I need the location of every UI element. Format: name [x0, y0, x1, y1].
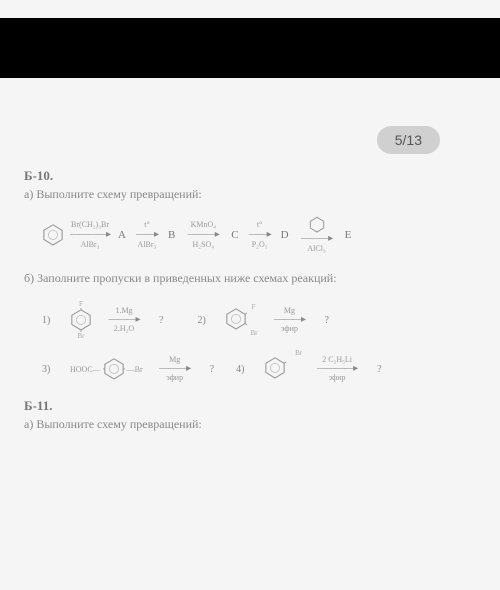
reagent-bot: H₂SO₄: [193, 241, 215, 249]
arrow-icon: ————▸: [70, 230, 110, 240]
arrow-step-2: t° ——▸ AlBr₃: [130, 221, 164, 249]
compound-A: A: [116, 229, 128, 241]
benzene-icon: [70, 308, 92, 332]
top-black-bar: [0, 18, 500, 78]
arrow-icon: ———▸: [301, 234, 332, 244]
reaction-row-3-4: 3) HOOC— —Br Mg ———▸ эфир ? 4): [42, 356, 476, 382]
benzene-icon: [42, 223, 64, 247]
reagent-bot: AlBr₃: [81, 241, 100, 249]
arrow-step-3: KMnO₄ ———▸ H₂SO₄: [179, 221, 227, 249]
arrow-reaction-3: Mg ———▸ эфир: [157, 356, 193, 382]
question-mark: ?: [207, 364, 214, 375]
reaction-number: 1): [42, 315, 56, 326]
compound-C: C: [229, 229, 240, 241]
substituent-Br: Br: [295, 349, 302, 357]
reaction-number: 3): [42, 364, 56, 375]
page-indicator-pill: 5/13: [377, 126, 440, 154]
reagent-bot: эфир: [166, 374, 183, 382]
arrow-reaction-4: 2 C₂H₅Li ————▸ эфир: [314, 356, 360, 382]
substituent-F: F: [79, 300, 83, 308]
problem-b11-number: Б-11.: [24, 398, 476, 414]
problem-b10-number: Б-10.: [24, 168, 476, 184]
reagent-bot: эфир: [329, 374, 346, 382]
problem-b10-task-a: а) Выполните схему превращений:: [24, 187, 476, 202]
compound-B: B: [166, 229, 177, 241]
reagent-bot: эфир: [281, 325, 298, 333]
arrow-icon: ——▸: [136, 230, 158, 240]
arrow-step-4: t° ——▸ P₂O₅: [243, 221, 277, 249]
reagent-top: Br(CH₂)₃Br: [71, 221, 109, 229]
substituent-Br: Br: [250, 329, 257, 337]
substituent-Br: Br: [78, 332, 85, 340]
page-indicator-text: 5/13: [395, 132, 422, 148]
arrow-step-1: Br(CH₂)₃Br ————▸ AlBr₃: [66, 221, 114, 249]
problem-b10-task-b: б) Заполните пропуски в приведенных ниже…: [24, 271, 476, 286]
transformation-scheme-a: Br(CH₂)₃Br ————▸ AlBr₃ A t° ——▸ AlBr₃ B …: [42, 216, 476, 253]
reaction-row-1-2: 1) F Br 1.Mg ———▸ 2.H₂O ? 2): [42, 300, 476, 340]
molecule-1: F Br: [70, 300, 92, 340]
arrow-icon: ———▸: [188, 230, 219, 240]
compound-D: D: [279, 229, 291, 241]
reagent-bot: 2.H₂O: [114, 325, 134, 333]
problem-b11: Б-11. а) Выполните схему превращений:: [24, 398, 476, 432]
compound-E: E: [343, 229, 354, 241]
reaction-number: 4): [236, 364, 250, 375]
molecule-4: Br: [264, 356, 286, 382]
reagent-top: t°: [257, 221, 262, 229]
benzene-icon: [225, 307, 247, 331]
molecule-2: F Br: [225, 307, 247, 333]
arrow-icon: ——▸: [249, 230, 271, 240]
reagent-bot: AlCl₃: [307, 245, 325, 253]
substituent-Br: —Br: [127, 365, 143, 374]
reaction-schemes-b: 1) F Br 1.Mg ———▸ 2.H₂O ? 2): [42, 300, 476, 382]
substituent-HOOC: HOOC—: [70, 365, 101, 374]
arrow-reaction-1: 1.Mg ———▸ 2.H₂O: [106, 307, 142, 333]
reaction-number: 2): [197, 315, 211, 326]
benzene-icon: [103, 357, 125, 381]
problem-b11-task-a: а) Выполните схему превращений:: [24, 417, 476, 432]
reagent-bot: AlBr₃: [138, 241, 157, 249]
benzene-icon: [309, 216, 325, 234]
question-mark: ?: [374, 364, 381, 375]
reagent-top: KMnO₄: [191, 221, 216, 229]
question-mark: ?: [321, 315, 328, 326]
substituent-F: F: [252, 303, 256, 311]
molecule-3: HOOC— —Br: [70, 357, 143, 381]
benzene-icon: [264, 356, 286, 380]
arrow-reaction-2: Mg ———▸ эфир: [271, 307, 307, 333]
reagent-top: t°: [144, 221, 149, 229]
arrow-step-5: ———▸ AlCl₃: [293, 216, 341, 253]
question-mark: ?: [156, 315, 163, 326]
reagent-bot: P₂O₅: [252, 241, 268, 249]
